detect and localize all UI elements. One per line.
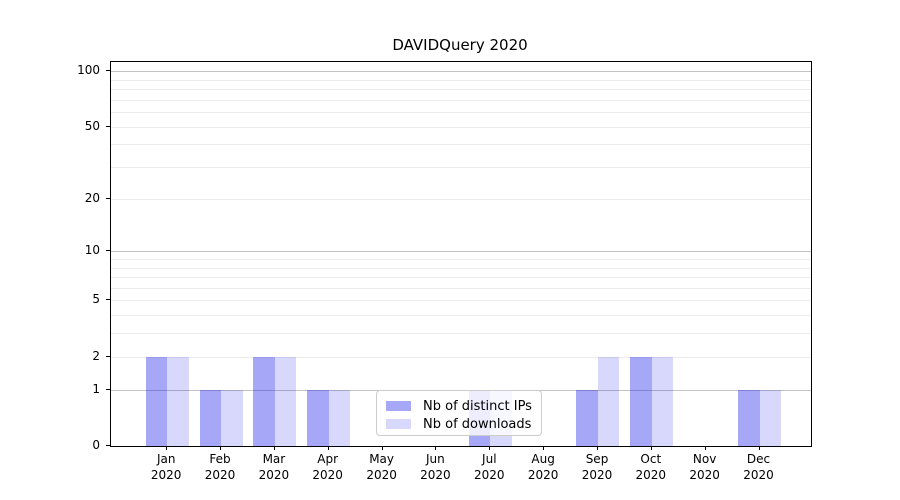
major-gridline-10: [111, 251, 811, 253]
plot-area: [110, 61, 812, 447]
legend-item-distinct-ips: Nb of distinct IPs: [386, 397, 532, 415]
x-tick-mark-jul: [489, 446, 491, 450]
x-tick-mark-jun: [435, 446, 437, 450]
bar-distinct-ips-feb: [199, 389, 221, 446]
minor-gridline-2: [111, 356, 811, 358]
x-tick-label-jul: Jul 2020: [474, 452, 505, 482]
y-tick-mark-10: [106, 250, 110, 252]
x-tick-label-jun: Jun 2020: [420, 452, 451, 482]
x-tick-mark-feb: [220, 446, 221, 450]
x-tick-label-apr: Apr 2020: [312, 452, 343, 482]
bar-downloads-oct: [651, 356, 674, 446]
x-tick-mark-aug: [543, 446, 545, 450]
bar-downloads-mar: [274, 356, 297, 446]
y-tick-mark-0: [106, 445, 110, 446]
legend-label-distinct-ips: Nb of distinct IPs: [423, 398, 532, 414]
y-tick-mark-20: [106, 197, 110, 199]
y-tick-mark-2: [106, 355, 110, 357]
x-tick-label-nov: Nov 2020: [689, 452, 720, 482]
bar-distinct-ips-sep: [576, 389, 598, 446]
bar-downloads-dec: [759, 389, 781, 446]
minor-gridline-3: [111, 333, 811, 335]
y-tick-label-50: 50: [84, 118, 100, 133]
legend-swatch-downloads: [386, 419, 411, 429]
y-tick-mark-50: [106, 125, 110, 127]
legend-item-downloads: Nb of downloads: [386, 415, 532, 433]
y-tick-mark-1: [106, 388, 110, 390]
y-tick-label-100: 100: [77, 63, 100, 77]
x-tick-label-aug: Aug 2020: [527, 452, 559, 482]
x-tick-label-feb: Feb 2020: [204, 452, 236, 482]
y-tick-label-10: 10: [84, 243, 100, 258]
minor-gridline-70: [111, 99, 811, 101]
minor-gridline-30: [111, 167, 811, 168]
y-tick-label-20: 20: [84, 190, 100, 205]
minor-gridline-50: [111, 126, 811, 128]
x-tick-mark-apr: [327, 446, 329, 450]
minor-gridline-5: [111, 300, 811, 302]
minor-gridline-4: [111, 315, 811, 317]
bar-distinct-ips-oct: [630, 356, 652, 446]
x-tick-mark-dec: [758, 446, 760, 450]
y-tick-label-2: 2: [92, 348, 100, 363]
minor-gridline-9: [111, 258, 811, 260]
bar-downloads-sep: [597, 356, 620, 446]
minor-gridline-60: [111, 112, 811, 113]
x-tick-mark-sep: [597, 446, 598, 450]
y-tick-label-0: 0: [92, 438, 100, 452]
y-tick-label-1: 1: [92, 381, 100, 396]
bar-downloads-apr: [328, 389, 351, 446]
legend-swatch-distinct-ips: [386, 401, 411, 411]
bar-distinct-ips-mar: [253, 356, 275, 446]
major-gridline-100: [111, 71, 811, 72]
y-tick-mark-5: [106, 299, 110, 301]
x-tick-label-dec: Dec 2020: [743, 452, 774, 482]
minor-gridline-8: [111, 267, 811, 269]
x-tick-mark-may: [381, 446, 383, 450]
minor-gridline-7: [111, 277, 811, 278]
minor-gridline-40: [111, 144, 811, 146]
x-tick-label-may: May 2020: [366, 452, 397, 482]
x-tick-mark-mar: [273, 446, 275, 450]
y-tick-label-5: 5: [92, 292, 100, 307]
x-tick-label-mar: Mar 2020: [258, 452, 290, 482]
x-tick-mark-jan: [166, 446, 168, 450]
x-tick-label-jan: Jan 2020: [150, 452, 182, 482]
bar-downloads-feb: [221, 389, 243, 446]
bar-downloads-jan: [167, 356, 189, 446]
minor-gridline-90: [111, 79, 811, 81]
chart-title: DAVIDQuery 2020: [392, 36, 528, 54]
x-tick-label-sep: Sep 2020: [581, 452, 613, 482]
bar-distinct-ips-dec: [738, 389, 760, 446]
legend-label-downloads: Nb of downloads: [423, 416, 532, 432]
y-tick-mark-100: [106, 70, 110, 71]
x-tick-label-oct: Oct 2020: [635, 452, 667, 482]
minor-gridline-80: [111, 88, 811, 90]
legend: Nb of distinct IPs Nb of downloads: [376, 390, 542, 436]
bar-distinct-ips-apr: [307, 389, 329, 446]
x-tick-mark-oct: [650, 446, 652, 450]
minor-gridline-20: [111, 198, 811, 200]
minor-gridline-6: [111, 287, 811, 289]
x-tick-mark-nov: [704, 446, 706, 450]
bar-distinct-ips-jan: [145, 356, 168, 446]
